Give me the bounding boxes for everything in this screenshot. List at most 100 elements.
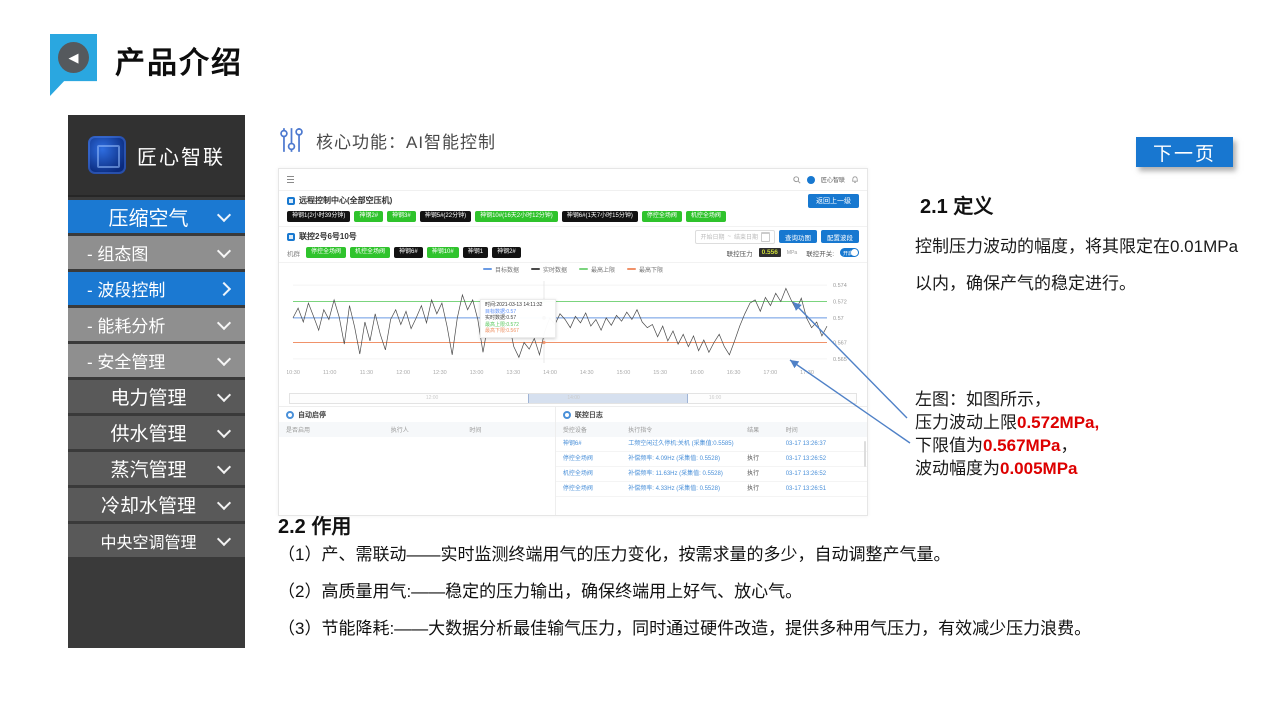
panel-icon [287,196,295,205]
machine-pill[interactable]: 神钢10#(16天2小时12分钟) [475,211,558,222]
sidebar-item-label: - 安全管理 [87,353,166,372]
sidebar-item[interactable]: - 组态图 [68,236,245,269]
chevron-down-icon [216,459,232,474]
chart-zoom-slider[interactable]: 12:00 14:00 16:00 [289,393,857,404]
legend-item[interactable]: 实时数据 [530,265,567,274]
sidebar-menu: 压缩空气 - 组态图 - 波段控制 - 能耗分析 - 安全管理电力管理供水管理蒸汽管理冷… [68,197,245,557]
table-cell: 执行 [747,486,760,492]
usage-heading: 2.2 作用 [278,516,352,538]
sidebar-item[interactable]: - 安全管理 [68,344,245,377]
legend-label: 最高上限 [591,267,616,274]
table-cell: 停控全场阀 [562,456,593,462]
table-row[interactable]: 停控全场阀 补偿频率: 4.09Hz (采集值: 0.5528) 执行 03-17 1… [555,452,867,467]
chart-legend: 目标数据 实时数据 最高上限 最高下限 [279,263,867,275]
svg-text:13:30: 13:30 [506,370,520,376]
machine-pill[interactable]: 神钢6# [394,247,423,258]
definition-heading: 2.1 定义 [920,196,994,218]
back-arrow-icon: ◀ [58,42,89,73]
svg-text:14:00: 14:00 [543,370,557,376]
sidebar-item-label: 供水管理 [110,424,187,445]
machine-pill[interactable]: 神钢2# [354,211,384,222]
brand-logo-icon [88,136,126,174]
config-band-button[interactable]: 配置波段 [821,230,859,243]
brand-name: 匠心智联 [137,146,225,169]
svg-text:11:00: 11:00 [323,370,336,376]
linked-control-panel: 联控2号6号10号 开始日期 ~ 结束日期 查询功图 配置波段 机群 停控全场阀… [279,227,867,263]
table-row[interactable]: 机控全场阀 补偿频率: 11.63Hz (采集值: 0.5528) 执行 03-17 … [555,467,867,482]
chevron-down-icon [216,207,232,222]
zoom-selection[interactable] [527,394,689,403]
table-icon [286,411,294,419]
svg-text:11:30: 11:30 [360,370,373,376]
search-icon[interactable] [793,175,801,184]
sidebar-item[interactable]: 冷却水管理 [68,488,245,521]
bell-icon[interactable] [851,175,859,184]
avatar[interactable] [806,175,815,184]
legend-item[interactable]: 最高下限 [627,265,663,274]
machine-pill[interactable]: 神钢2# [492,247,521,258]
date-range-input[interactable]: 开始日期 ~ 结束日期 [695,229,775,244]
table-title: 联控日志 [574,412,603,419]
machine-pill[interactable]: 停控全场阀 [641,211,682,222]
column-header: 是否启用 [286,428,311,434]
dashboard-screenshot: 匠心智联 远程控制中心(全部空压机) 返回上一级 神钢1(2小时39分钟) 神钢2… [278,168,868,516]
sidebar-item[interactable]: - 能耗分析 [68,308,245,341]
query-chart-button[interactable]: 查询功图 [779,230,817,243]
machine-pill[interactable]: 神钢5#(22分钟) [419,211,472,222]
dashboard-tables: 自动启停 是否启用 执行人 时间 联控日志 受控设备 执行指令 结果 时间 神钢6# 工频空… [279,406,867,515]
chevron-down-icon [216,351,232,366]
table-cell: 补偿频率: 11.63Hz (采集值: 0.5528) [628,471,723,477]
machine-pill[interactable]: 神钢1(2小时39分钟) [287,211,351,222]
back-level-button[interactable]: 返回上一级 [808,193,859,208]
next-page-button[interactable]: 下一页 [1136,137,1233,167]
machine-pill[interactable]: 停控全场阀 [306,247,347,258]
sidebar-item-label: 蒸汽管理 [110,460,187,481]
chart-canvas: 0.574 0.572 0.57 0.567 0.565 10:30 11:00 11:30 1… [287,281,847,376]
sidebar-item[interactable]: 压缩空气 [68,200,245,233]
note-line: 下限值为0.567MPa， [915,434,1099,457]
legend-item[interactable]: 目标数据 [482,265,519,274]
table-cell: 工频空闲过久停机:关机 (采集值:0.5585) [628,441,734,447]
table-cell: 03-17 13:26:52 [785,456,827,462]
machine-pill[interactable]: 机控全场阀 [685,211,726,222]
svg-text:0.574: 0.574 [833,283,847,289]
legend-swatch [579,268,588,270]
legend-item[interactable]: 最高上限 [579,265,615,274]
sidebar-item[interactable]: 电力管理 [68,380,245,413]
zoom-axis-label: 14:00 [567,395,580,401]
table-row[interactable]: 神钢6# 工频空闲过久停机:关机 (采集值:0.5585) 03-17 13:26:… [555,437,867,452]
sliders-icon [280,128,303,152]
usage-line: （1）产、需联动——实时监测终端用气的压力变化，按需求量的多少，自动调整产气量。 [278,545,951,564]
svg-text:12:30: 12:30 [433,370,447,376]
sidebar-item[interactable]: - 波段控制 [68,272,245,305]
machine-pill[interactable]: 神钢10# [426,247,459,258]
machine-pill[interactable]: 神钢1 [462,247,489,258]
linked-control-toggle[interactable]: 开启 [840,248,859,257]
back-button[interactable]: ◀ [50,34,97,96]
table-cell: 停控全场阀 [562,486,593,492]
legend-label: 目标数据 [494,267,519,274]
table-cell: 执行 [747,456,760,462]
chart-tooltip: 时间:2021-03-13 14:11:32 目标数据:0.57 实时数据:0.57… [480,299,556,338]
menu-icon[interactable] [287,176,294,183]
sidebar-item[interactable]: 中央空调管理 [68,524,245,557]
usage-line: （2）高质量用气:——稳定的压力输出，确保终端用上好气、放心气。 [278,582,803,601]
user-name: 匠心智联 [820,178,845,184]
legend-swatch [530,268,540,270]
svg-text:16:00: 16:00 [690,370,704,376]
column-header: 时间 [469,428,482,434]
table-row[interactable]: 停控全场阀 补偿频率: 4.33Hz (采集值: 0.5528) 执行 03-17 1… [555,482,867,497]
calendar-icon [761,231,770,242]
sidebar-item[interactable]: 供水管理 [68,416,245,449]
zoom-axis-label: 16:00 [708,395,722,401]
sidebar-item-label: 压缩空气 [108,208,189,230]
machine-pill[interactable]: 神钢6#(1天7小时15分钟) [561,211,638,222]
svg-text:13:00: 13:00 [470,370,484,376]
machine-pill[interactable]: 机控全场阀 [350,247,391,258]
panel1-title: 远程控制中心(全部空压机) [299,196,393,205]
sidebar-item[interactable]: 蒸汽管理 [68,452,245,485]
machine-pill[interactable]: 神钢3# [387,211,416,222]
section-title: 核心功能：AI智能控制 [278,126,496,154]
legend-swatch [627,268,637,270]
